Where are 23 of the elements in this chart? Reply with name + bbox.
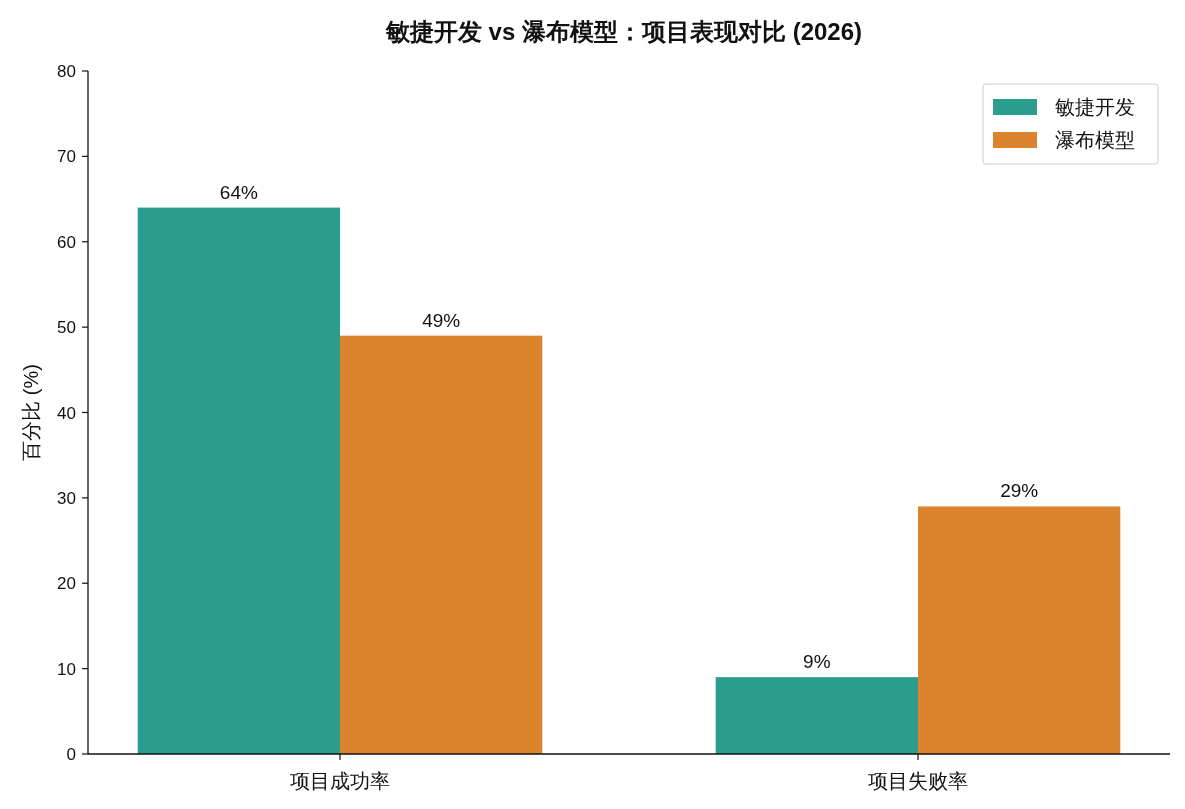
- bar: [918, 506, 1121, 754]
- y-tick-label: 0: [66, 745, 76, 764]
- bar: [715, 677, 918, 754]
- data-label: 29%: [1000, 480, 1039, 502]
- y-tick-label: 10: [57, 659, 76, 679]
- bar: [340, 335, 543, 754]
- bar: [137, 207, 340, 754]
- y-axis-title: 百分比 (%): [20, 364, 42, 461]
- y-tick-label: 60: [57, 232, 76, 252]
- y-tick-label: 50: [57, 318, 76, 338]
- x-tick-label: 项目成功率: [290, 770, 390, 792]
- data-label: 64%: [219, 181, 258, 203]
- y-tick-label: 40: [57, 403, 76, 423]
- y-tick-label: 20: [57, 574, 76, 594]
- x-tick-label: 项目失败率: [868, 770, 968, 792]
- y-tick-label: 70: [57, 147, 76, 167]
- data-label: 9%: [803, 651, 831, 673]
- data-label: 49%: [422, 309, 461, 331]
- legend-label: 敏捷开发: [1055, 96, 1135, 118]
- y-tick-label: 80: [57, 62, 76, 81]
- chart-title: 敏捷开发 vs 瀑布模型：项目表现对比 (2026): [384, 18, 863, 45]
- y-tick-label: 30: [57, 488, 76, 508]
- legend-label: 瀑布模型: [1055, 129, 1135, 151]
